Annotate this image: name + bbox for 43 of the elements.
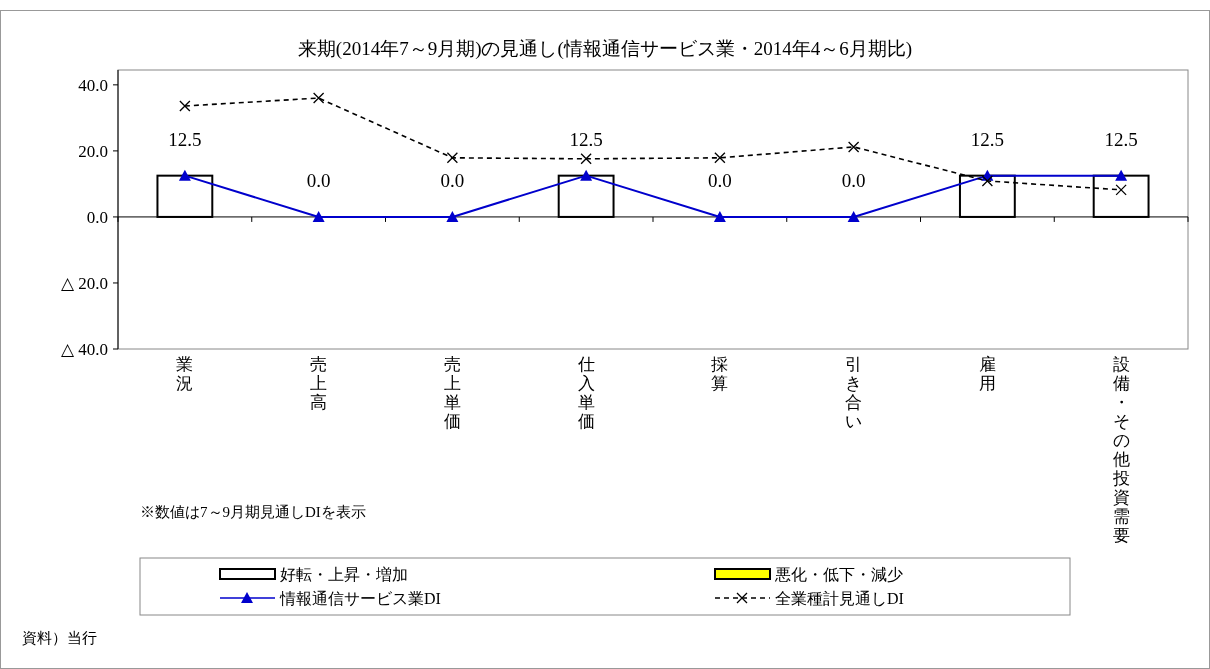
data-label: 12.5: [168, 128, 202, 150]
data-label: 12.5: [970, 128, 1004, 150]
point: [1115, 169, 1128, 181]
x-tick-label: 仕入単価: [576, 355, 595, 431]
y-tick-label: △ 20.0: [60, 273, 108, 293]
data-label: 0.0: [440, 169, 465, 191]
point: [713, 210, 726, 222]
y-tick-label: 40.0: [78, 75, 108, 95]
text: ※数値は7～9月期見通しDIを表示: [140, 504, 366, 520]
data-label: 12.5: [569, 128, 603, 150]
point: [580, 169, 593, 181]
point: [446, 152, 459, 164]
point: [847, 210, 860, 222]
point: [179, 100, 191, 112]
point: [714, 152, 726, 164]
point: [312, 92, 325, 104]
x-tick-label: 雇用: [978, 355, 996, 393]
point: [446, 210, 459, 222]
point: [847, 141, 860, 153]
x-tick-label: 売上単価: [443, 355, 461, 431]
y-tick-label: 20.0: [78, 141, 108, 161]
legend-label: 好転・上昇・増加: [280, 566, 408, 583]
data-label: 0.0: [708, 169, 732, 191]
legend-label: 情報通信サービス業DI: [279, 590, 441, 607]
x-tick-label: 引き合い: [845, 355, 863, 431]
x-tick-label: 業況: [176, 355, 194, 393]
chart-title: 来期(2014年7～9月期)の見通し(情報通信サービス業・2014年4～6月期比): [297, 38, 913, 60]
point: [1115, 184, 1127, 196]
y-tick-label: △ 40.0: [60, 340, 108, 359]
legend-label: 悪化・低下・減少: [774, 566, 903, 583]
category-label: 設備・その他投資需要: [1112, 355, 1130, 545]
point: [580, 153, 592, 165]
point: [178, 169, 191, 181]
x-tick-label: 採算: [711, 355, 729, 393]
legend-label: 全業種計見通しDI: [775, 590, 904, 607]
data-label: 0.0: [841, 169, 866, 191]
data-label: 0.0: [306, 169, 331, 191]
data-label: 12.5: [1104, 128, 1138, 150]
point: [312, 210, 325, 222]
point: [981, 175, 994, 187]
y-tick-label: 0.0: [86, 207, 108, 227]
x-tick-label: 売上高: [310, 355, 328, 412]
text: 資料）当行: [22, 630, 97, 646]
